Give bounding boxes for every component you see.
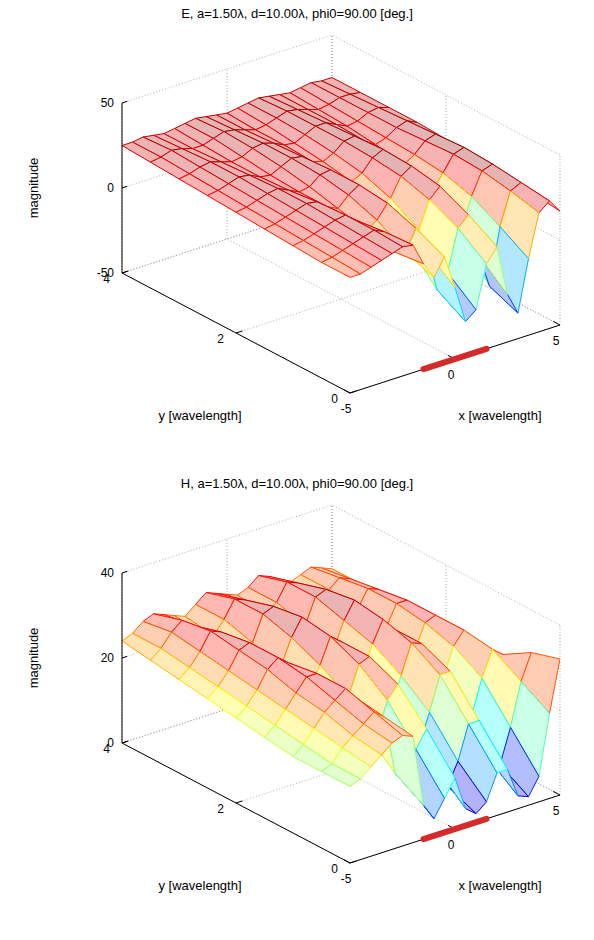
surface — [122, 567, 560, 819]
strip — [424, 819, 487, 839]
figure: -505024-50050y [wavelength]x [wavelength… — [0, 0, 594, 940]
axis-line — [122, 273, 350, 393]
tick — [122, 571, 127, 573]
tick-label: 0 — [448, 368, 455, 382]
tick — [236, 801, 242, 803]
mesh-cell — [293, 241, 332, 263]
tick — [343, 859, 350, 863]
tick — [350, 391, 356, 393]
mesh-cell — [208, 191, 247, 213]
tick-label: 5 — [553, 804, 560, 818]
tick-label: 50 — [101, 96, 115, 110]
tick-label: 0 — [331, 862, 338, 876]
grid-line — [122, 273, 350, 393]
axis-title: y [wavelength] — [158, 878, 241, 893]
tick — [343, 389, 350, 393]
mesh-cell — [322, 764, 361, 787]
tick — [553, 791, 560, 795]
tick — [122, 271, 128, 273]
tick — [122, 186, 127, 188]
axes: -505024-50050y [wavelength]x [wavelength… — [26, 96, 560, 423]
tick-label: -5 — [341, 402, 352, 416]
tick-label: 0 — [448, 838, 455, 852]
tick — [553, 321, 560, 325]
panel: -505024-50050y [wavelength]x [wavelength… — [26, 6, 560, 423]
surface — [122, 78, 560, 322]
grid-line — [122, 743, 350, 863]
tick — [122, 656, 127, 658]
grid — [122, 505, 560, 863]
tick-label: -5 — [341, 872, 352, 886]
mesh-cell — [236, 207, 275, 229]
grid-line — [122, 205, 332, 273]
tick — [350, 861, 356, 863]
grid-line — [332, 35, 560, 155]
axis-title: y [wavelength] — [158, 408, 241, 423]
tick — [122, 741, 128, 743]
grid-line — [122, 505, 332, 573]
tick-label: 0 — [331, 392, 338, 406]
grid-line — [236, 265, 446, 333]
mesh-cell — [151, 157, 190, 179]
axis-title: magnitude — [26, 158, 41, 219]
mesh-cell — [122, 142, 161, 162]
mesh-cell — [322, 257, 361, 277]
axis-line — [122, 743, 350, 863]
strip — [424, 349, 487, 369]
tick-label: 5 — [553, 334, 560, 348]
mesh-cell — [293, 745, 332, 772]
axes: -50502402040y [wavelength]x [wavelength]… — [26, 566, 560, 893]
axis-line — [350, 325, 560, 393]
tick — [122, 271, 127, 273]
grid-line — [350, 325, 560, 393]
tick-label: 20 — [101, 651, 115, 665]
grid-line — [350, 795, 560, 863]
tick — [122, 101, 127, 103]
axis-title: magnitude — [26, 628, 41, 689]
tick-label: 0 — [107, 736, 114, 750]
title: E, a=1.50λ, d=10.00λ, phi0=90.00 [deg.] — [181, 6, 413, 21]
title: H, a=1.50λ, d=10.00λ, phi0=90.00 [deg.] — [181, 476, 413, 491]
axis-line — [350, 795, 560, 863]
grid-line — [122, 205, 332, 273]
tick — [236, 331, 242, 333]
tick-label: 40 — [101, 566, 115, 580]
axis-title: x [wavelength] — [458, 408, 541, 423]
axis-title: x [wavelength] — [458, 878, 541, 893]
tick-label: 2 — [217, 802, 224, 816]
mesh-cell — [179, 174, 218, 196]
tick-label: -50 — [97, 266, 115, 280]
panel: -50502402040y [wavelength]x [wavelength]… — [26, 476, 560, 893]
tick — [122, 741, 127, 743]
grid — [122, 35, 560, 393]
tick-label: 2 — [217, 332, 224, 346]
mesh-cell — [265, 224, 304, 246]
tick-label: 0 — [107, 181, 114, 195]
